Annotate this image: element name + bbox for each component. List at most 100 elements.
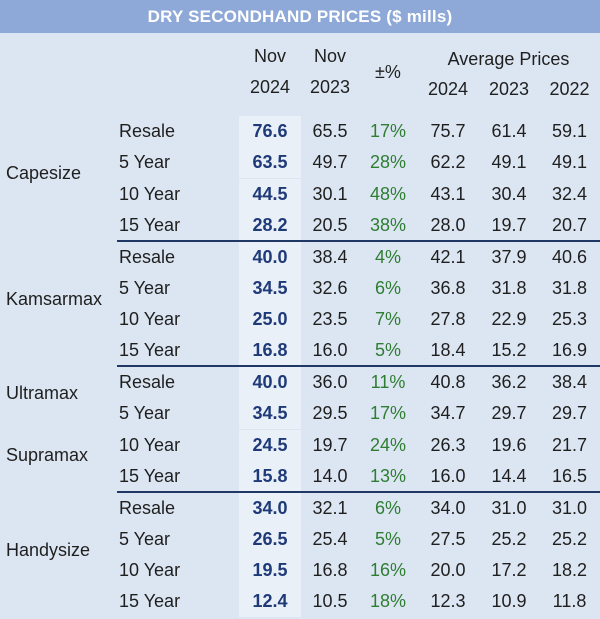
value-nov-2024: 28.2: [239, 209, 301, 241]
value-pct-change: 7%: [374, 309, 401, 330]
value-nov-2023: 10.5: [312, 591, 348, 612]
value-nov-2023: 29.5: [312, 403, 348, 424]
row-label: 5 Year: [119, 277, 171, 298]
value-avg-2023: 49.1: [491, 152, 527, 173]
value-nov-2024: 25.0: [239, 304, 301, 336]
value-avg-2022: 32.4: [551, 183, 588, 204]
value-nov-2023: 30.1: [312, 183, 348, 204]
group-divider: [117, 239, 600, 242]
value-avg-2024: 27.5: [430, 528, 466, 549]
value-nov-2024: 40.0: [239, 367, 301, 398]
value-avg-2023: 14.4: [491, 465, 527, 486]
value-pct-change: 5%: [374, 528, 401, 549]
value-pct-change: 16%: [369, 560, 407, 581]
value-avg-2022: 31.0: [551, 497, 588, 518]
column-header: Nov 2024 Nov 2023 ±% Average Prices 2024…: [0, 33, 600, 116]
value-pct-change: 4%: [374, 246, 401, 267]
value-pct-change: 28%: [369, 152, 407, 173]
value-avg-2023: 22.9: [491, 309, 527, 330]
value-nov-2023: 32.6: [312, 277, 348, 298]
value-pct-change: 13%: [369, 465, 407, 486]
table-row: 5 Year 34.5 29.5 17% 34.7 29.7 29.7: [0, 398, 600, 430]
value-nov-2023: 23.5: [312, 309, 348, 330]
value-avg-2024: 43.1: [430, 183, 466, 204]
vessel-group: Kamsarmax Resale 40.0 38.4 4% 42.1 37.9 40.6 5 Y…: [0, 241, 600, 367]
table-title: DRY SECONDHAND PRICES ($ mills): [0, 0, 600, 33]
header-nov-current-month: Nov: [253, 46, 286, 66]
header-nov-prev-year: 2023: [309, 77, 351, 97]
row-label: 5 Year: [119, 403, 171, 424]
header-nov-prev-month: Nov: [313, 46, 346, 66]
value-avg-2024: 18.4: [430, 340, 466, 361]
value-nov-2023: 20.5: [312, 214, 348, 235]
value-nov-2024: 15.8: [239, 460, 301, 492]
row-label: 10 Year: [119, 183, 181, 204]
value-avg-2022: 16.5: [551, 465, 588, 486]
value-nov-2023: 49.7: [312, 152, 348, 173]
value-avg-2024: 12.3: [430, 591, 466, 612]
value-nov-2024: 24.5: [239, 429, 301, 461]
value-nov-2024: 63.5: [239, 147, 301, 179]
value-avg-2024: 16.0: [430, 465, 466, 486]
header-nov-current-year: 2024: [249, 77, 291, 97]
value-nov-2023: 36.0: [312, 372, 348, 392]
value-avg-2024: 28.0: [430, 214, 466, 235]
value-nov-2023: 16.0: [312, 340, 348, 361]
value-avg-2023: 30.4: [491, 183, 527, 204]
table-row: 15 Year 28.2 20.5 38% 28.0 19.7 20.7: [0, 209, 600, 241]
value-avg-2023: 10.9: [491, 591, 527, 612]
value-avg-2022: 18.2: [551, 560, 588, 581]
table-row: 10 Year 25.0 23.5 7% 27.8 22.9 25.3: [0, 304, 600, 336]
value-nov-2023: 65.5: [312, 121, 348, 141]
header-pct-change: ±%: [375, 62, 401, 82]
value-avg-2023: 15.2: [491, 340, 527, 361]
value-avg-2024: 75.7: [430, 121, 466, 141]
table-row: 15 Year 16.8 16.0 5% 18.4 15.2 16.9: [0, 335, 600, 367]
value-nov-2024: 44.5: [239, 178, 301, 210]
table-row: 10 Year 19.5 16.8 16% 20.0 17.2 18.2: [0, 555, 600, 587]
table-row: Resale 76.6 65.5 17% 75.7 61.4 59.1: [0, 116, 600, 147]
vessel-class-label: Supramax: [6, 445, 89, 465]
value-avg-2024: 36.8: [430, 277, 466, 298]
value-avg-2022: 49.1: [551, 152, 588, 173]
value-nov-2024: 16.8: [239, 335, 301, 367]
row-label: 5 Year: [119, 152, 171, 173]
value-avg-2022: 38.4: [551, 372, 588, 392]
value-pct-change: 11%: [370, 372, 406, 392]
row-label: 15 Year: [119, 465, 181, 486]
value-nov-2023: 32.1: [312, 497, 348, 518]
row-label: 15 Year: [119, 591, 181, 612]
value-avg-2022: 16.9: [551, 340, 588, 361]
value-avg-2024: 26.3: [430, 434, 466, 455]
header-avg-2022: 2022: [549, 79, 590, 99]
value-avg-2023: 36.2: [491, 372, 527, 392]
value-avg-2022: 11.8: [552, 591, 587, 612]
value-avg-2022: 31.8: [551, 277, 588, 298]
value-pct-change: 24%: [369, 434, 407, 455]
value-avg-2024: 27.8: [430, 309, 466, 330]
value-pct-change: 5%: [374, 340, 401, 361]
table-row: 15 Year 15.8 14.0 13% 16.0 14.4 16.5: [0, 460, 600, 492]
vessel-class-label: Kamsarmax: [6, 288, 103, 309]
vessel-class-label: Capesize: [6, 163, 82, 183]
table-row: 10 Year 44.5 30.1 48% 43.1 30.4 32.4: [0, 178, 600, 210]
value-pct-change: 6%: [374, 497, 401, 518]
value-pct-change: 38%: [369, 214, 407, 235]
value-avg-2022: 59.1: [551, 121, 588, 141]
table-row: 5 Year 63.5 49.7 28% 62.2 49.1 49.1: [0, 147, 600, 179]
vessel-class-label: Handysize: [6, 539, 91, 560]
header-avg-2023: 2023: [488, 79, 530, 99]
value-avg-2024: 34.7: [430, 403, 466, 424]
group-divider: [117, 490, 600, 493]
row-label: Resale: [119, 372, 176, 392]
table-row: Resale 40.0 38.4 4% 42.1 37.9 40.6: [0, 241, 600, 273]
row-label: 10 Year: [119, 309, 181, 330]
value-nov-2024: 34.5: [239, 398, 301, 430]
value-avg-2023: 61.4: [491, 121, 527, 141]
vessel-group: Ultramax Supramax Resale 40.0 36.0 11% 40.8 36.…: [0, 367, 600, 493]
value-avg-2023: 31.0: [491, 497, 527, 518]
vessel-class-label: Ultramax: [6, 383, 79, 403]
row-label: 15 Year: [119, 340, 181, 361]
value-nov-2024: 34.5: [239, 272, 301, 304]
table-row: Resale 34.0 32.1 6% 34.0 31.0 31.0: [0, 492, 600, 524]
